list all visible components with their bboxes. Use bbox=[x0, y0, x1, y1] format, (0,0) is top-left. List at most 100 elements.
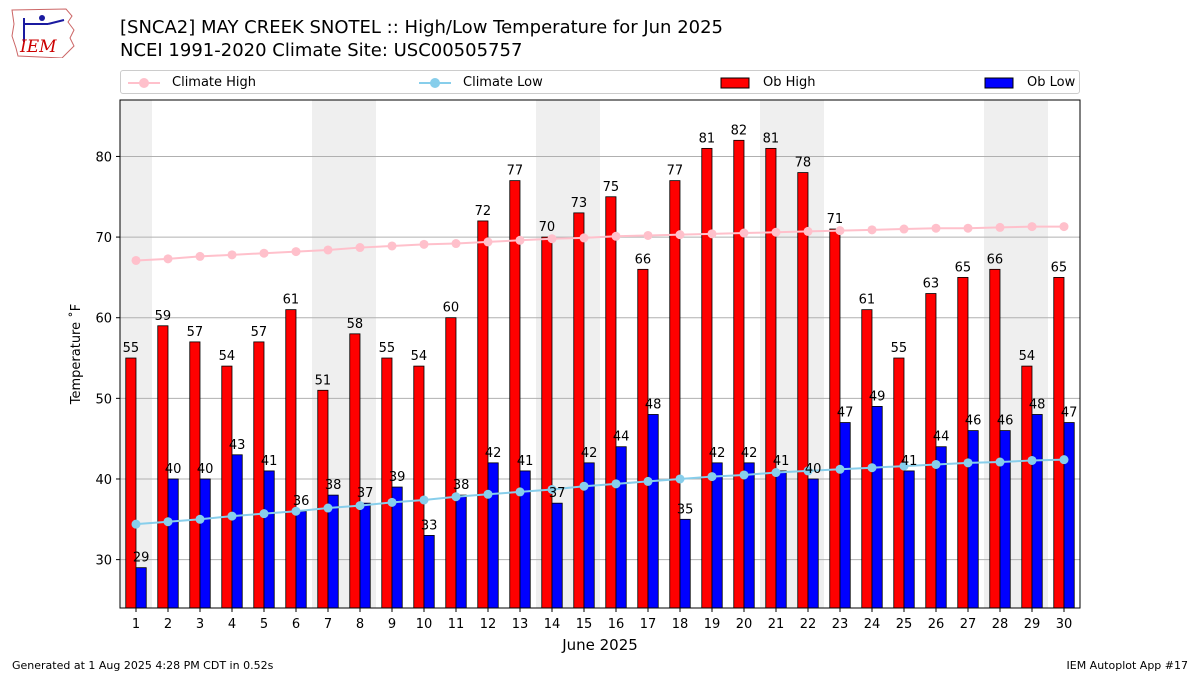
y-tick-label: 30 bbox=[95, 554, 112, 569]
ob-low-label: 46 bbox=[997, 414, 1014, 429]
ob-high-label: 57 bbox=[187, 325, 204, 340]
climate-high-point bbox=[355, 243, 365, 253]
ob-low-label: 42 bbox=[709, 446, 726, 461]
ob-high-label: 66 bbox=[987, 252, 1004, 267]
x-tick-label: 22 bbox=[800, 617, 817, 632]
ob-low-label: 48 bbox=[645, 397, 662, 412]
climate-high-point bbox=[483, 237, 493, 247]
ob-low-label: 35 bbox=[677, 502, 694, 517]
ob-high-bar bbox=[541, 236, 553, 609]
ob-high-bar bbox=[797, 172, 809, 609]
ob-low-bar bbox=[135, 567, 147, 609]
x-tick-label: 15 bbox=[576, 617, 593, 632]
climate-low-point bbox=[803, 466, 813, 476]
climate-high-point bbox=[451, 239, 461, 249]
app-credit: IEM Autoplot App #17 bbox=[1066, 659, 1189, 672]
ob-high-bar bbox=[349, 333, 361, 609]
x-tick-label: 16 bbox=[608, 617, 625, 632]
climate-high-line bbox=[135, 225, 1064, 262]
climate-high-point bbox=[611, 231, 621, 241]
climate-low-point bbox=[963, 458, 973, 468]
legend-label-climate-low: Climate Low bbox=[463, 75, 543, 90]
y-axis-label: Temperature ˚F bbox=[68, 304, 84, 405]
x-tick-label: 1 bbox=[132, 617, 140, 632]
plot-frame bbox=[119, 99, 1081, 609]
ob-high-label: 71 bbox=[827, 212, 844, 227]
climate-low-point bbox=[515, 487, 525, 497]
ob-low-bar bbox=[167, 478, 179, 609]
x-tick-label: 29 bbox=[1024, 617, 1041, 632]
climate-low-point bbox=[867, 463, 877, 473]
ob-high-label: 78 bbox=[795, 156, 812, 171]
ob-high-label: 82 bbox=[731, 123, 748, 138]
x-tick-label: 23 bbox=[832, 617, 849, 632]
climate-high-point bbox=[227, 250, 237, 260]
climate-low-point bbox=[451, 492, 461, 502]
ob-high-bar bbox=[509, 180, 521, 609]
ob-high-label: 54 bbox=[1019, 349, 1036, 364]
climate-low-point bbox=[899, 461, 909, 471]
ob-high-label: 81 bbox=[699, 131, 716, 146]
ob-low-bar bbox=[967, 430, 979, 609]
climate-low-point bbox=[739, 470, 749, 480]
ob-high-bar bbox=[925, 293, 937, 609]
ob-low-label: 38 bbox=[453, 478, 470, 493]
ob-low-label: 41 bbox=[901, 454, 918, 469]
x-axis-label: June 2025 bbox=[561, 636, 638, 654]
climate-high-point bbox=[1059, 222, 1069, 232]
ob-high-bar bbox=[989, 268, 1001, 609]
climate-high-point bbox=[547, 234, 557, 244]
climate-low-point bbox=[323, 503, 333, 513]
ob-low-bar bbox=[359, 502, 371, 609]
ob-low-label: 48 bbox=[1029, 397, 1046, 412]
ob-high-bar bbox=[221, 365, 233, 609]
climate-low-point bbox=[1059, 455, 1069, 465]
x-tick-label: 21 bbox=[768, 617, 785, 632]
x-tick-label: 6 bbox=[292, 617, 300, 632]
x-tick-label: 8 bbox=[356, 617, 364, 632]
ob-high-bar bbox=[573, 212, 585, 609]
climate-high-point bbox=[931, 223, 941, 233]
climate-high-point bbox=[835, 226, 845, 236]
climate-low-point bbox=[835, 464, 845, 474]
ob-high-label: 58 bbox=[347, 317, 364, 332]
climate-high-point bbox=[739, 228, 749, 238]
climate-high-point bbox=[899, 224, 909, 234]
ob-low-bar bbox=[231, 454, 243, 609]
ob-low-bar bbox=[711, 462, 723, 609]
ob-low-label: 44 bbox=[933, 430, 950, 445]
ob-low-bar bbox=[999, 430, 1011, 609]
ob-low-label: 42 bbox=[485, 446, 502, 461]
climate-low-point bbox=[387, 497, 397, 507]
ob-high-label: 72 bbox=[475, 204, 492, 219]
iem-logo: IEM bbox=[11, 8, 75, 58]
ob-high-label: 75 bbox=[603, 180, 620, 195]
climate-low-point bbox=[483, 489, 493, 499]
climate-high-point bbox=[579, 233, 589, 243]
ob-high-bar bbox=[605, 196, 617, 609]
legend-label-ob-high: Ob High bbox=[763, 75, 816, 90]
ob-low-bar bbox=[487, 462, 499, 609]
climate-high-point bbox=[291, 247, 301, 257]
climate-low-point bbox=[707, 472, 717, 482]
ob-high-bar bbox=[125, 357, 137, 609]
ob-high-label: 81 bbox=[763, 131, 780, 146]
ob-high-label: 65 bbox=[1051, 260, 1068, 275]
ob-low-label: 46 bbox=[965, 414, 982, 429]
x-tick-label: 19 bbox=[704, 617, 721, 632]
x-tick-label: 17 bbox=[640, 617, 657, 632]
x-tick-label: 2 bbox=[164, 617, 172, 632]
x-tick-label: 11 bbox=[448, 617, 465, 632]
ob-low-label: 44 bbox=[613, 430, 630, 445]
ob-high-label: 77 bbox=[667, 164, 684, 179]
y-tick-label: 80 bbox=[95, 150, 112, 165]
climate-high-point bbox=[675, 230, 685, 240]
x-tick-label: 12 bbox=[480, 617, 497, 632]
ob-low-label: 41 bbox=[261, 454, 278, 469]
climate-low-point bbox=[771, 468, 781, 478]
y-tick-label: 40 bbox=[95, 473, 112, 488]
ob-high-label: 63 bbox=[923, 277, 940, 292]
x-tick-label: 25 bbox=[896, 617, 913, 632]
y-tick-label: 70 bbox=[95, 231, 112, 246]
x-tick-label: 20 bbox=[736, 617, 753, 632]
